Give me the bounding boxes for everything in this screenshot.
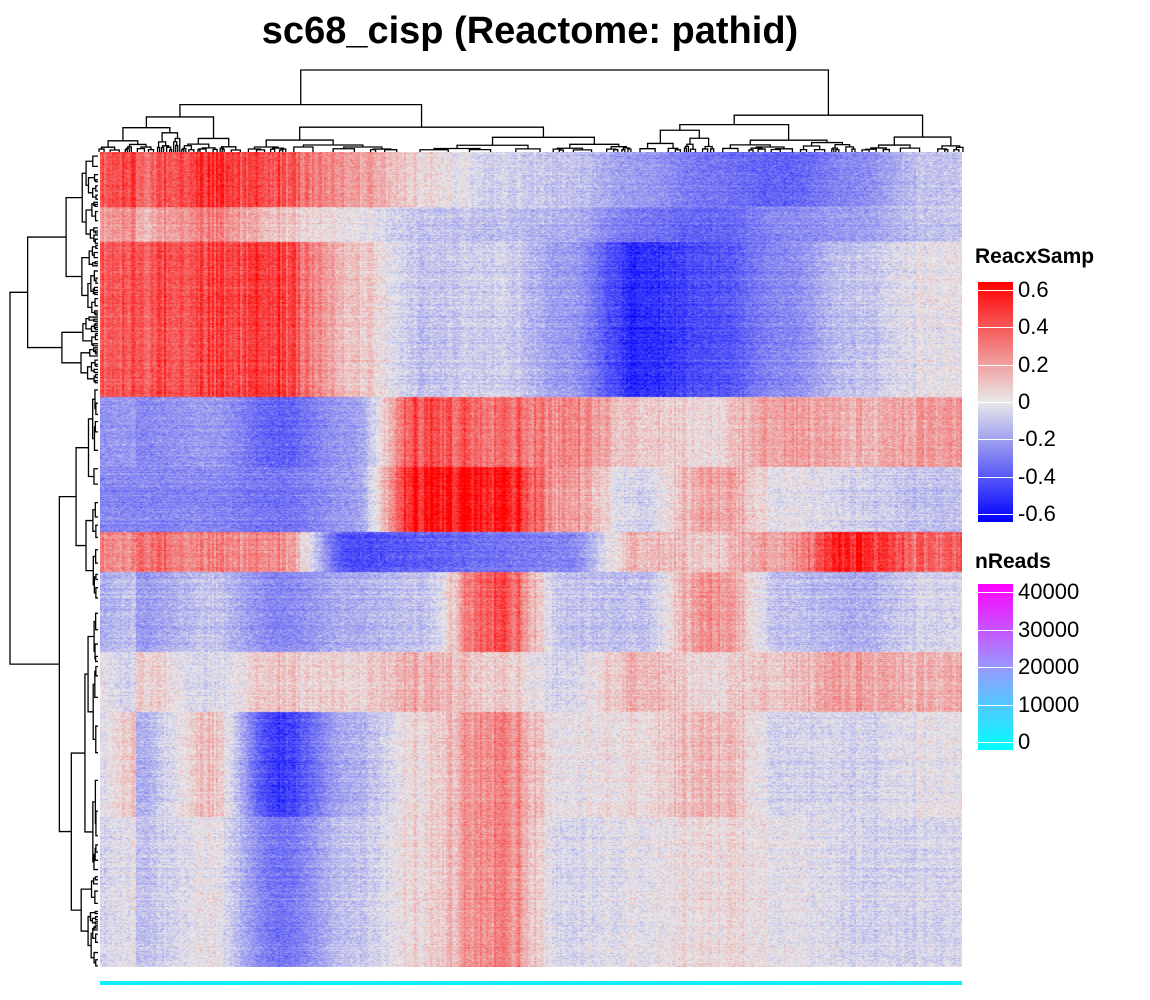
legend-tick-mark <box>978 592 1013 593</box>
legend-tick-mark <box>978 667 1013 668</box>
column-dendrogram-tree <box>98 69 964 152</box>
legend-tick-label: 10000 <box>1018 691 1080 717</box>
legend-tick-label: 0 <box>1018 389 1031 414</box>
legend-reacxsamp: ReacxSamp 0.6 0.4 0.2 0 -0.2 -0.4 -0.6 <box>975 245 1095 525</box>
nreads-annotation-bar <box>100 981 962 985</box>
legend-tick-label: 0.6 <box>1018 277 1049 302</box>
heatmap-grid <box>100 152 962 967</box>
legend-tick-label: 0.4 <box>1018 314 1049 340</box>
legend-tick-mark <box>978 364 1013 366</box>
legend-tick-label: 20000 <box>1018 654 1080 679</box>
legend-tick-label: 40000 <box>1018 579 1080 604</box>
legend-nreads: nReads 40000 30000 20000 10000 0 <box>975 550 1079 753</box>
legend-tick-mark <box>978 402 1013 403</box>
legend-tick-mark <box>978 629 1013 631</box>
legend-tick-label: 30000 <box>1018 616 1080 642</box>
legend-tick-label: 0 <box>1018 729 1031 754</box>
column-dendrogram <box>98 69 964 152</box>
column-dendrogram-tree-branches <box>98 69 964 152</box>
chart-title: sc68_cisp (Reactome: pathid) <box>261 10 799 52</box>
row-dendrogram-tree-branches <box>9 155 98 967</box>
legend-tick-mark <box>978 704 1013 706</box>
legend-tick-label: -0.2 <box>1018 426 1056 452</box>
legend-tick-mark <box>978 327 1013 329</box>
legend-tick-mark <box>978 439 1013 441</box>
row-dendrogram <box>9 155 98 967</box>
legend-title-reacxsamp: ReacxSamp <box>975 245 1095 268</box>
legend-tick-mark <box>978 742 1013 743</box>
legend-tick-label: 0.2 <box>1018 351 1049 377</box>
legend-title-nreads: nReads <box>975 550 1051 573</box>
legend-tick-label: -0.4 <box>1018 463 1056 489</box>
legend-tick-label: -0.6 <box>1018 501 1056 526</box>
legend-tick-mark <box>978 476 1013 478</box>
legend-tick-mark <box>978 290 1013 291</box>
legend-tick-mark <box>978 514 1013 515</box>
row-dendrogram-tree <box>9 155 98 967</box>
